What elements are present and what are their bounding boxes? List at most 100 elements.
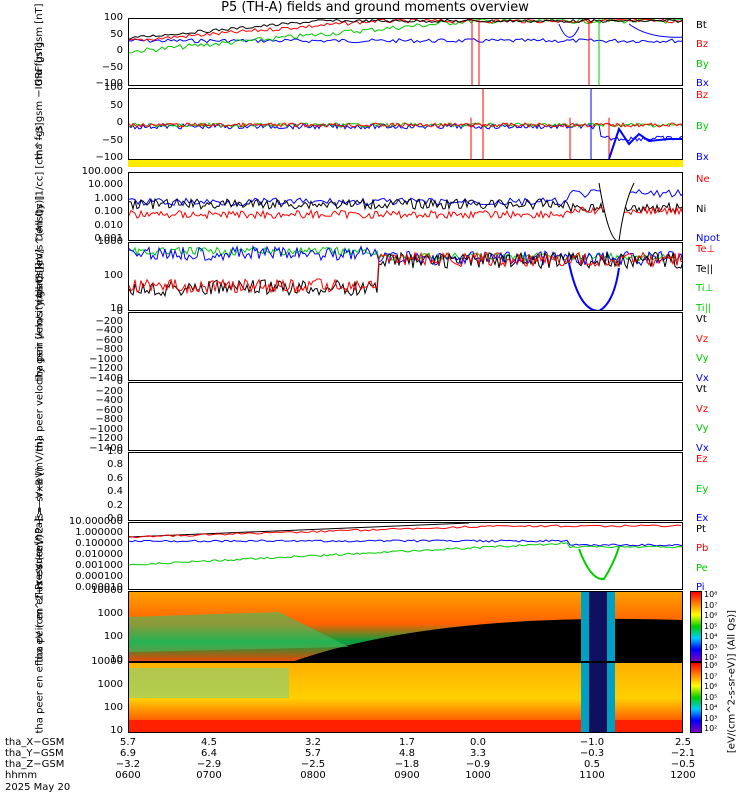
xaxis-value: 4.5 xyxy=(201,737,217,748)
xaxis-value: 1000 xyxy=(465,770,491,781)
date-label: 2025 May 20 xyxy=(5,782,71,793)
panel-2-ytick: −100 xyxy=(95,152,123,163)
panel-7-ytick: 0.4 xyxy=(107,486,123,498)
legend-by: By xyxy=(696,58,709,70)
colorbar-title: [eV/(cm^2-s-sr-eV)] (All Qs)] xyxy=(726,609,738,754)
plot-title: P5 (TH-A) fields and ground moments over… xyxy=(221,0,529,15)
xaxis-value: 1.7 xyxy=(399,737,415,748)
xaxis-value: 0700 xyxy=(196,770,222,781)
colorbar-tick: 10⁷ xyxy=(704,671,718,681)
panel-1-ytick: −50 xyxy=(101,61,123,73)
panel-1 xyxy=(128,18,683,86)
colorbar-tick: 10⁵ xyxy=(704,621,718,631)
legend-te: Te|| xyxy=(696,263,714,275)
series-bx xyxy=(129,122,682,142)
panel-1-ytick: 50 xyxy=(110,28,123,40)
panel-5 xyxy=(128,312,683,381)
legend-ez: Ez xyxy=(696,454,708,465)
legend-ex: Ex xyxy=(696,513,709,524)
xaxis-value: −3.2 xyxy=(115,759,141,770)
legend-ni: Ni xyxy=(696,203,707,215)
series-pi xyxy=(129,539,682,547)
panel-9-ytick: 100 xyxy=(103,631,123,642)
series-pe xyxy=(129,542,682,566)
panel-6-ytick: −1000 xyxy=(89,423,123,435)
panel-5-ytick: −600 xyxy=(95,334,123,346)
panel-1-ytick: −100 xyxy=(95,78,123,89)
panel-8 xyxy=(128,522,683,590)
xaxis-value: −0.9 xyxy=(465,759,491,770)
panel-6-ytick: −1200 xyxy=(89,433,123,445)
xaxis-value: 0600 xyxy=(115,770,141,781)
xaxis-value: −2.1 xyxy=(670,748,696,759)
legend-pb: Pb xyxy=(696,543,709,555)
xaxis-value: −2.9 xyxy=(196,759,222,770)
series-te-perp xyxy=(129,251,682,295)
xaxis-value: 4.8 xyxy=(399,748,415,759)
xaxis-row-label: tha_Y−GSM xyxy=(5,748,64,759)
legend-bt: Bt xyxy=(696,20,707,31)
panel-7-plot xyxy=(129,453,683,521)
panel-4 xyxy=(128,242,683,311)
panel-3-ytick: 100.000 xyxy=(81,166,123,177)
panel-5-ytick: −200 xyxy=(95,315,123,327)
panel-9-ytick: 10000 xyxy=(91,585,123,596)
legend-pi: Pi xyxy=(696,582,705,593)
colorbar-tick: 10⁶ xyxy=(704,611,718,620)
legend-ey: Ey xyxy=(696,483,709,495)
series-npot xyxy=(129,188,682,207)
legend-bx: Bx xyxy=(696,78,709,89)
xaxis-value: −0.3 xyxy=(579,748,605,759)
panel-8-ytick: 0.000100 xyxy=(75,571,123,582)
panel-2-plot xyxy=(129,89,682,159)
xaxis-value: 6.9 xyxy=(120,748,136,759)
panel-10 xyxy=(128,662,683,733)
panel-3-ytick: 0.100 xyxy=(94,206,123,218)
colorbar-tick: 10⁸ xyxy=(704,661,718,670)
colorbar-tick: 10⁸ xyxy=(704,590,718,599)
colorbar-1 xyxy=(690,591,702,662)
xaxis-value: 1100 xyxy=(579,770,605,781)
legend-pe: Pe xyxy=(696,562,708,574)
panel-8-plot xyxy=(129,523,682,581)
panel-3-plot xyxy=(129,182,682,240)
legend-vy: Vy xyxy=(696,353,709,365)
panel-5-ytick: 0 xyxy=(116,306,123,317)
legend-ti: Ti|| xyxy=(696,303,712,314)
colorbar-tick: 10³ xyxy=(704,642,718,652)
legend-te: Te⊥ xyxy=(696,244,716,255)
panel-6 xyxy=(128,382,683,451)
colorbar-tick: 10³ xyxy=(704,713,718,723)
xaxis-value: 3.2 xyxy=(305,737,321,748)
panel-8-ytick: 10.000000 xyxy=(68,516,123,527)
legend-pt: Pt xyxy=(696,524,706,535)
xaxis-value: −1.8 xyxy=(394,759,420,770)
xaxis-value: 0.0 xyxy=(470,737,486,748)
panel-10-ylabel: tha peer en eflux eV (cm^2−s− sr−eV) xyxy=(34,534,45,733)
panel-9-ytick: 1000 xyxy=(97,608,123,619)
legend-bz: Bz xyxy=(696,90,709,101)
panel-7 xyxy=(128,452,683,521)
panel-1-ytick: 100 xyxy=(103,12,123,23)
xaxis-value: −2.5 xyxy=(300,759,326,770)
xaxis-row-label: tha_X−GSM xyxy=(5,737,65,748)
panel-2-ytick: 100 xyxy=(103,82,123,93)
xaxis-value: 0.5 xyxy=(584,759,600,770)
legend-vx: Vx xyxy=(696,373,709,384)
panel-9-plot xyxy=(129,592,682,661)
colorbar-tick: 10⁶ xyxy=(704,682,718,691)
panel-7-ytick: 1.0 xyxy=(107,446,123,457)
panel-7-ytick: 0.0 xyxy=(107,513,123,524)
panel-8-ytick: 0.000010 xyxy=(75,582,123,593)
panel-3-ytick: 10.000 xyxy=(88,179,123,191)
panel-3 xyxy=(128,172,683,241)
panel-6-ytick: −400 xyxy=(95,395,123,407)
legend-vz: Vz xyxy=(696,403,709,415)
panel-8-ytick: 0.001000 xyxy=(75,560,123,571)
xaxis-value: 2.5 xyxy=(675,737,691,748)
xaxis-value: 6.4 xyxy=(201,748,217,759)
panel-10-ytick: 1000 xyxy=(97,679,123,690)
colorbar-tick: 10⁴ xyxy=(704,703,718,712)
panel-9-ytick: 10 xyxy=(110,654,123,665)
panel-7-ytick: 0.2 xyxy=(107,499,123,511)
